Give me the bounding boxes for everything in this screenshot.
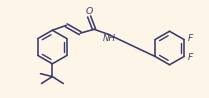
Text: NH: NH [102,34,115,43]
Text: O: O [85,7,93,16]
Text: F: F [188,53,193,62]
Text: F: F [188,34,193,43]
